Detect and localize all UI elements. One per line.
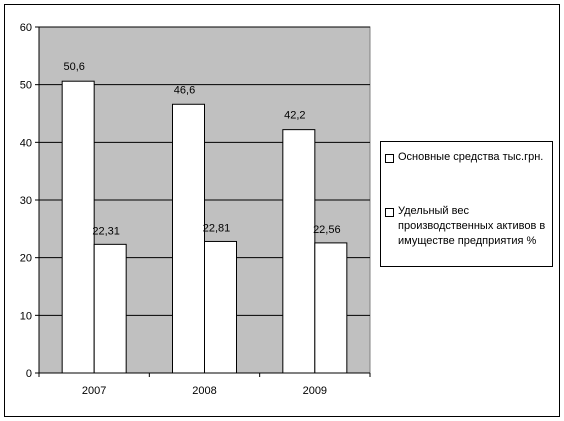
legend-item-fixed-assets: Основные средства тыс.грн. (385, 150, 550, 165)
x-axis-ticks: 2007 2008 2009 (38, 373, 371, 397)
data-label: 22,31 (92, 225, 120, 237)
legend-label: Основные средства тыс.грн. (398, 151, 544, 163)
bar (204, 240, 237, 374)
bar (61, 80, 95, 374)
y-tick-label: 30 (20, 195, 32, 207)
y-tick-label: 10 (20, 310, 32, 322)
y-tick-label: 40 (20, 137, 32, 149)
y-tick-label: 20 (20, 253, 32, 265)
y-tick-label: 0 (26, 368, 32, 380)
x-tick-label: 2008 (192, 385, 216, 397)
legend: Основные средства тыс.грн. Удельный вес … (380, 141, 553, 267)
legend-swatch (385, 208, 394, 217)
data-label: 46,6 (174, 84, 195, 96)
bar (282, 129, 316, 374)
y-axis-ticks: 0 10 20 30 40 50 60 (20, 22, 39, 380)
legend-swatch (385, 154, 394, 163)
bar (172, 103, 205, 374)
legend-item-production-assets-share: Удельный вес производственных активов в … (385, 204, 550, 249)
data-label: 42,2 (284, 110, 305, 122)
bar (93, 243, 127, 374)
data-label: 22,56 (313, 224, 341, 236)
data-labels: 50,6 22,31 46,6 22,81 42,2 22,56 (63, 61, 340, 237)
bars (61, 80, 348, 374)
data-label: 50,6 (63, 61, 84, 73)
legend-label: Удельный вес производственных активов в … (398, 205, 546, 247)
x-tick-label: 2009 (303, 385, 327, 397)
y-tick-label: 50 (20, 80, 32, 92)
x-tick-label: 2007 (82, 385, 106, 397)
bar (314, 242, 348, 374)
y-tick-label: 60 (20, 22, 32, 34)
data-label: 22,81 (203, 222, 231, 234)
